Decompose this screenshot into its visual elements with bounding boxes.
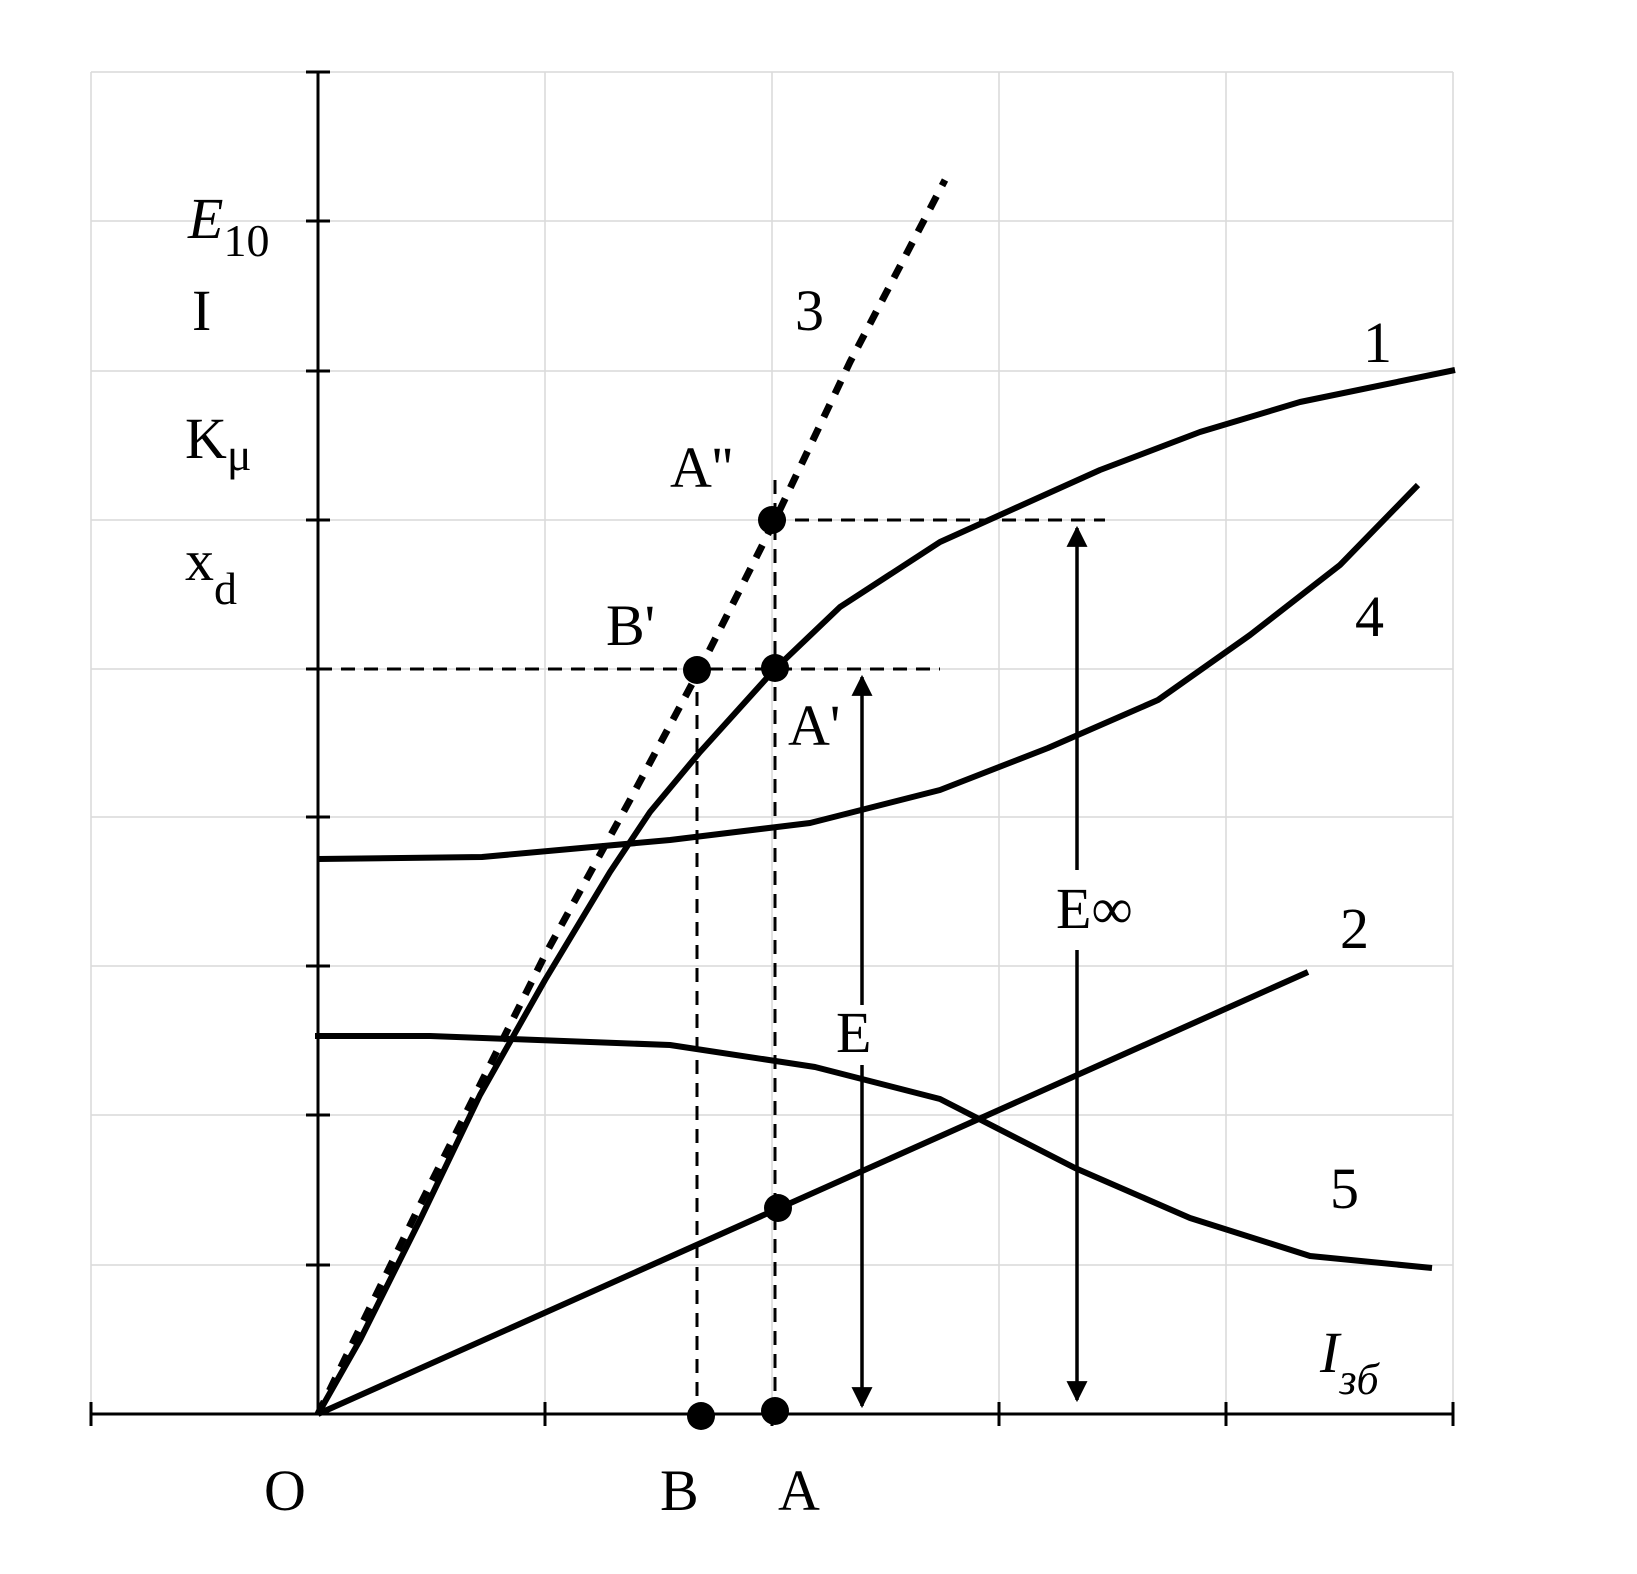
point-label: B' [606, 593, 655, 658]
label-part: E [187, 186, 223, 251]
y-label: Kμ [185, 406, 252, 480]
x-point: A [778, 1458, 820, 1523]
curve-label: 3 [795, 278, 824, 343]
curve-label: 5 [1330, 1156, 1359, 1221]
points [683, 506, 792, 1430]
point-label: A' [788, 693, 840, 758]
label-part: зб [1338, 1355, 1380, 1404]
label-part: μ [227, 429, 252, 480]
y-label: E10 [187, 186, 269, 266]
curve-4 [317, 482, 1421, 862]
label-part: K [185, 406, 227, 471]
x-point: O [264, 1458, 306, 1523]
curve-2 [316, 969, 1310, 1417]
x-point: B [660, 1458, 699, 1523]
label-part: I [1319, 1320, 1342, 1385]
y-label: xd [185, 528, 237, 614]
curve-label: 1 [1363, 310, 1392, 375]
curve-label: 4 [1355, 584, 1384, 649]
arrow-label: E [836, 1000, 871, 1065]
guides [318, 480, 1105, 1414]
arrow-label: E∞ [1056, 876, 1133, 941]
x-label: Iзб [1319, 1320, 1380, 1404]
label-part: x [185, 528, 214, 593]
curve-label: 2 [1340, 896, 1369, 961]
point-label: A'' [670, 435, 733, 500]
label-part: I [192, 278, 211, 343]
label-part: 10 [223, 215, 269, 266]
curves [314, 178, 1456, 1417]
curve-3 [314, 178, 949, 1416]
curve-5 [315, 1033, 1433, 1271]
curve-1 [315, 367, 1456, 1416]
y-label: I [192, 278, 211, 343]
label-part: d [214, 563, 237, 614]
